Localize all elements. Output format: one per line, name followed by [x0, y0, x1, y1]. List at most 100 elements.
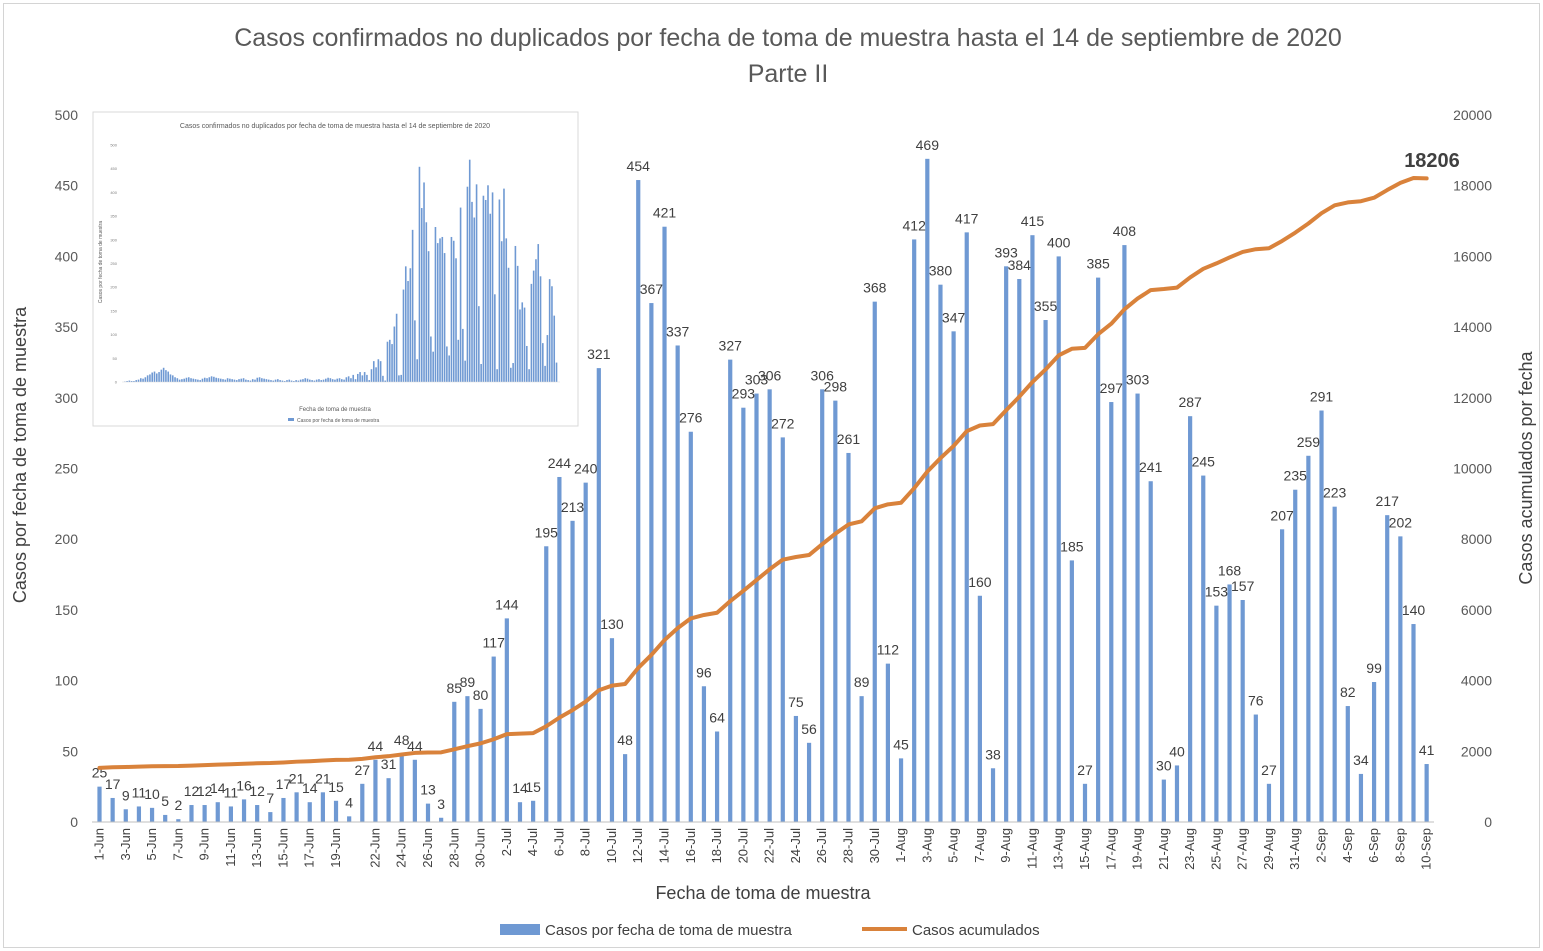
bar-value-label: 112 [877, 642, 900, 658]
inset-bar [187, 377, 190, 382]
legend-bar-label: Casos por fecha de toma de muestra [545, 922, 792, 939]
inset-bar [215, 377, 217, 382]
inset-bar [514, 245, 517, 382]
inset-bar [155, 373, 158, 382]
y-left-tick-label: 150 [55, 602, 79, 618]
inset-y-tick-label: 100 [110, 332, 117, 337]
bar [1030, 235, 1035, 822]
bar-value-label: 27 [1077, 762, 1093, 778]
inset-bar [450, 236, 453, 382]
x-tick-label: 26-Jul [814, 828, 829, 864]
inset-bar [354, 379, 357, 382]
bar-value-label: 291 [1310, 389, 1334, 405]
inset-bar [505, 238, 508, 382]
y-axis-left-title: Casos por fecha de toma de muestra [10, 306, 30, 603]
inset-bar [359, 372, 361, 382]
y-right-tick-label: 8000 [1461, 531, 1492, 547]
bar [1148, 481, 1153, 822]
inset-bar [370, 369, 373, 382]
inset-bar [313, 380, 316, 382]
inset-title: Casos confirmados no duplicados por fech… [180, 123, 490, 130]
bar-value-label: 85 [446, 680, 462, 696]
bar [281, 797, 286, 822]
bar [255, 805, 260, 822]
inset-bar [309, 379, 311, 382]
bar [1004, 266, 1009, 822]
inset-bar [436, 243, 439, 382]
x-tick-label: 30-Jun [473, 828, 488, 868]
bar [1293, 489, 1298, 822]
inset-bar [480, 363, 482, 382]
bar [478, 708, 483, 822]
bar-value-label: 44 [368, 738, 384, 754]
inset-bar [343, 379, 345, 382]
inset-bar [409, 268, 412, 382]
y-right-tick-label: 18000 [1453, 178, 1492, 194]
y-axis-left-ticks: 0 50 100 150 200 250 300 350 400 450 500 [55, 107, 79, 830]
bar [754, 393, 759, 822]
chart-subtitle: Parte II [748, 60, 829, 88]
bar-value-label: 17 [105, 776, 121, 792]
y-right-tick-label: 16000 [1453, 248, 1492, 264]
bar-value-label: 48 [617, 732, 633, 748]
bar-value-label: 64 [709, 710, 725, 726]
bar [872, 301, 877, 822]
bar-value-label: 272 [771, 415, 795, 431]
inset-bar [530, 283, 533, 382]
bar [688, 431, 693, 822]
bar [386, 778, 391, 822]
bar-value-label: 469 [916, 137, 940, 153]
inset-bar [388, 339, 391, 382]
inset-bar [521, 302, 524, 382]
bar [531, 800, 536, 822]
inset-y-ticks: 0 50 100 150 200 250 300 350 400 450 500 [110, 143, 117, 385]
inset-y-tick-label: 300 [110, 237, 117, 242]
x-tick-label: 28-Jul [840, 828, 855, 864]
inset-bar [224, 379, 227, 382]
bar-value-label: 82 [1340, 684, 1356, 700]
inset-bar [256, 377, 259, 382]
x-tick-label: 27-Aug [1235, 828, 1250, 870]
inset-bar [279, 380, 281, 382]
bar [846, 452, 851, 822]
inset-bar [446, 346, 448, 382]
bar [1096, 277, 1101, 822]
x-tick-label: 4-Sep [1340, 828, 1355, 863]
bar [714, 731, 720, 822]
inset-bar [425, 222, 428, 382]
inset-bar [139, 378, 142, 382]
bar-value-label: 415 [1021, 213, 1045, 229]
inset-bar [199, 380, 201, 382]
inset-bar [219, 378, 222, 382]
bar-value-label: 30 [1156, 758, 1172, 774]
inset-bar [503, 188, 505, 382]
bar [439, 817, 444, 822]
bar-value-label: 12 [197, 783, 213, 799]
bar-value-label: 17 [276, 776, 292, 792]
inset-bar [146, 375, 149, 382]
y-right-tick-label: 10000 [1453, 461, 1492, 477]
bar-value-label: 417 [955, 210, 979, 226]
y-left-tick-label: 50 [62, 743, 78, 759]
x-tick-label: 7-Aug [972, 828, 987, 863]
bar-value-label: 380 [929, 263, 953, 279]
bar [1385, 515, 1390, 822]
bar-value-label: 306 [811, 367, 835, 383]
inset-bar [459, 207, 462, 382]
bar-value-label: 14 [512, 780, 528, 796]
bar [1240, 600, 1245, 822]
inset-bar [498, 199, 501, 382]
inset-bar [336, 378, 339, 382]
bar [583, 482, 588, 822]
inset-bar [434, 227, 437, 382]
bar [425, 803, 431, 822]
x-tick-label: 6-Jul [551, 828, 566, 856]
bar-value-label: 287 [1178, 394, 1202, 410]
bar-value-label: 2 [174, 797, 182, 813]
inset-y-tick-label: 250 [110, 261, 117, 266]
inset-bar [137, 379, 140, 382]
inset-bar [203, 377, 206, 382]
inset-bar [546, 335, 549, 382]
bar [360, 783, 365, 822]
y-axis-right-title: Casos acumulados por fecha [1516, 350, 1536, 584]
